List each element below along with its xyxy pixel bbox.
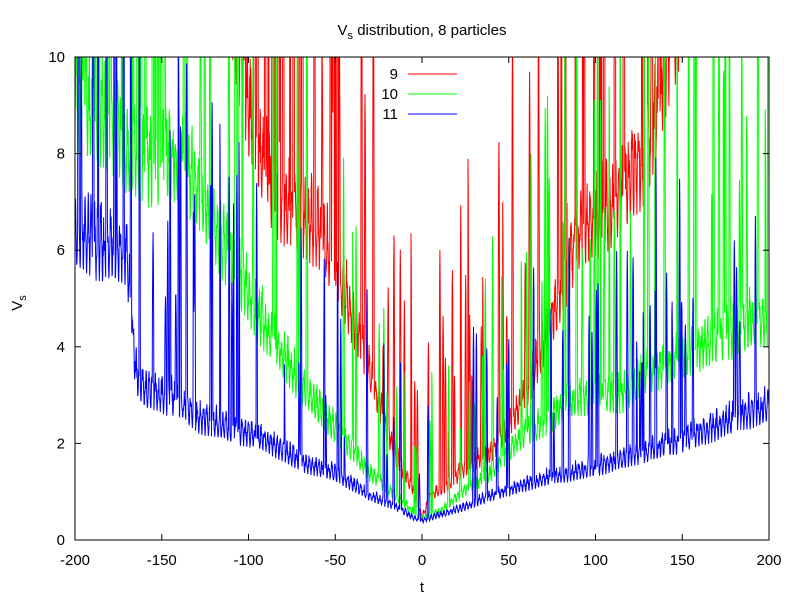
series-line-11 (75, 57, 769, 525)
y-tick-label: 8 (57, 146, 65, 163)
y-tick-label: 0 (57, 532, 65, 549)
legend-label: 9 (390, 66, 398, 83)
x-tick-label: -150 (147, 552, 177, 569)
x-tick-label: 100 (583, 552, 608, 569)
x-tick-label: 150 (670, 552, 695, 569)
x-axis-label: t (420, 579, 425, 596)
x-tick-label: 0 (418, 552, 426, 569)
x-tick-label: -200 (60, 552, 90, 569)
x-tick-label: -50 (324, 552, 346, 569)
series-line-10 (75, 57, 769, 521)
legend-label: 10 (381, 86, 398, 103)
x-tick-label: 200 (756, 552, 781, 569)
legend-label: 11 (382, 106, 398, 123)
legend: 9 10 11 (381, 66, 457, 123)
x-tick-label: 50 (500, 552, 517, 569)
ticks-group: -200 -150 -100 -50 0 50 100 150 200 0 2 4 6 8 10 (48, 49, 781, 569)
series-line-9 (232, 57, 680, 521)
x-tick-label: -100 (233, 552, 263, 569)
chart-title: Vs distribution, 8 particles (338, 22, 507, 42)
y-tick-label: 4 (57, 339, 65, 356)
y-tick-label: 2 (57, 435, 65, 452)
y-axis-label: Vs (9, 295, 29, 311)
y-tick-label: 10 (48, 49, 65, 66)
y-tick-label: 6 (57, 242, 65, 259)
series-group (75, 57, 769, 525)
